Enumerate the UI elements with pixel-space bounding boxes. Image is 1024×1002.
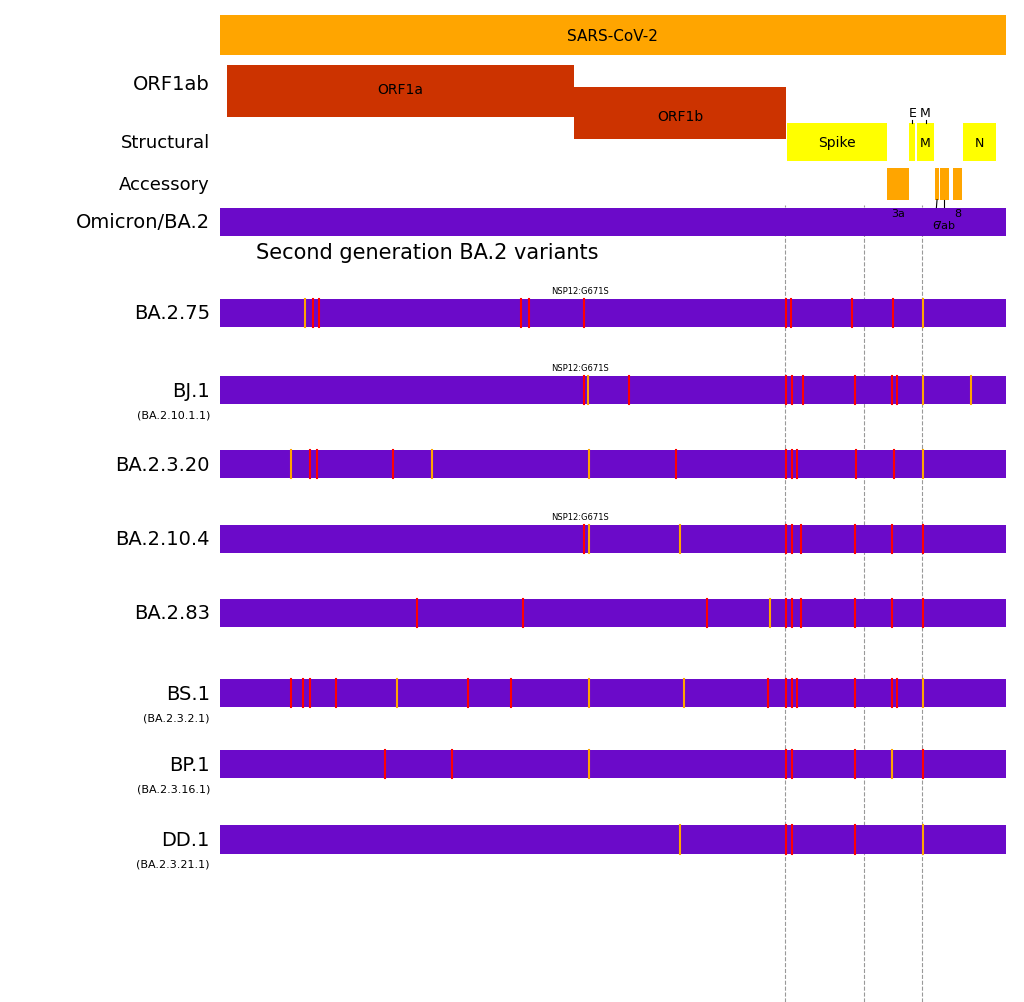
Text: BJ.1: BJ.1 bbox=[172, 382, 210, 400]
Bar bbox=[220, 377, 1006, 405]
Text: BP.1: BP.1 bbox=[169, 756, 210, 774]
Text: BA.2.83: BA.2.83 bbox=[134, 604, 210, 622]
Bar bbox=[220, 679, 1006, 707]
Text: M: M bbox=[921, 107, 931, 120]
Bar bbox=[220, 826, 1006, 854]
Bar bbox=[952, 168, 963, 200]
Text: ORF1b: ORF1b bbox=[657, 110, 703, 124]
Text: E: E bbox=[908, 107, 916, 120]
Bar bbox=[220, 525, 1006, 553]
Text: NSP12:G671S: NSP12:G671S bbox=[551, 364, 608, 373]
Bar bbox=[887, 168, 909, 200]
Text: (BA.2.3.21.1): (BA.2.3.21.1) bbox=[136, 859, 210, 869]
Text: ORF1ab: ORF1ab bbox=[133, 75, 210, 94]
Text: 7ab: 7ab bbox=[934, 220, 955, 230]
Bar bbox=[963, 124, 996, 162]
Bar bbox=[940, 168, 949, 200]
Text: (BA.2.3.16.1): (BA.2.3.16.1) bbox=[136, 784, 210, 794]
Text: Second generation BA.2 variants: Second generation BA.2 variants bbox=[256, 243, 598, 263]
Text: Omicron/BA.2: Omicron/BA.2 bbox=[76, 213, 210, 231]
Text: Structural: Structural bbox=[121, 134, 210, 152]
Text: NSP12:G671S: NSP12:G671S bbox=[551, 512, 608, 521]
Text: (BA.2.3.2.1): (BA.2.3.2.1) bbox=[143, 712, 210, 722]
Text: (BA.2.10.1.1): (BA.2.10.1.1) bbox=[136, 410, 210, 420]
Text: BA.2.75: BA.2.75 bbox=[134, 305, 210, 323]
Bar bbox=[916, 124, 934, 162]
Text: M: M bbox=[921, 137, 931, 149]
Text: DD.1: DD.1 bbox=[162, 831, 210, 849]
Text: BA.2.10.4: BA.2.10.4 bbox=[116, 530, 210, 548]
Bar bbox=[909, 124, 915, 162]
Text: 6: 6 bbox=[933, 220, 940, 230]
Text: NSP12:G671S: NSP12:G671S bbox=[551, 287, 608, 296]
Bar bbox=[935, 168, 939, 200]
Bar bbox=[220, 16, 1006, 56]
Bar bbox=[220, 750, 1006, 779]
Bar bbox=[786, 124, 887, 162]
Bar bbox=[220, 300, 1006, 328]
Text: 3a: 3a bbox=[891, 208, 905, 218]
Text: ORF1a: ORF1a bbox=[378, 82, 424, 96]
Bar bbox=[220, 599, 1006, 627]
Bar bbox=[227, 66, 573, 118]
Text: N: N bbox=[975, 137, 984, 149]
Text: 8: 8 bbox=[954, 208, 962, 218]
Text: BS.1: BS.1 bbox=[166, 684, 210, 702]
Text: SARS-CoV-2: SARS-CoV-2 bbox=[567, 29, 658, 43]
Bar bbox=[220, 451, 1006, 479]
Text: Spike: Spike bbox=[818, 136, 855, 150]
Text: Accessory: Accessory bbox=[119, 175, 210, 193]
Text: BA.2.3.20: BA.2.3.20 bbox=[116, 456, 210, 474]
Bar bbox=[220, 208, 1006, 236]
Bar bbox=[573, 88, 786, 140]
